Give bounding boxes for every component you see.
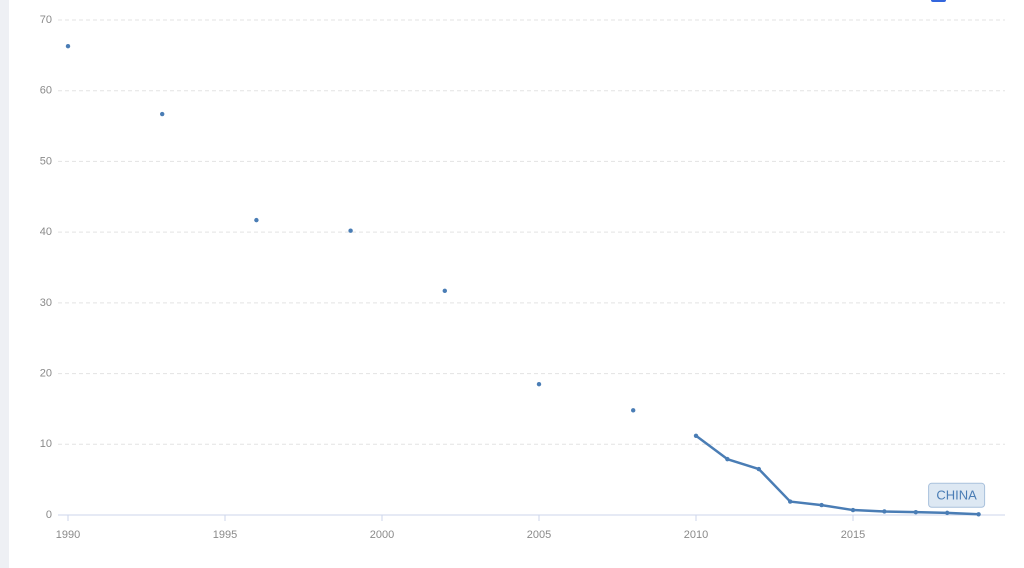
x-tick-label: 1990 <box>56 529 80 541</box>
chart-panel <box>9 0 1024 568</box>
point <box>819 502 824 508</box>
y-tick-label: 60 <box>40 85 52 97</box>
series-label-text: CHINA <box>936 488 977 503</box>
y-tick-label: 50 <box>40 155 52 167</box>
point <box>65 43 71 49</box>
y-tick-label: 40 <box>40 226 52 238</box>
series-label: CHINA <box>928 482 986 508</box>
point <box>945 510 950 516</box>
x-tick-label: 2010 <box>684 529 708 541</box>
point <box>254 217 259 223</box>
y-tick-label: 10 <box>40 438 52 450</box>
x-tick-label: 2000 <box>370 529 394 541</box>
series-label-box <box>928 482 986 508</box>
point <box>850 507 856 513</box>
point <box>725 456 730 462</box>
y-tick-label: 70 <box>40 14 52 26</box>
point <box>756 466 761 472</box>
point <box>882 509 887 514</box>
series-line <box>695 434 979 516</box>
x-tick-label: 1995 <box>213 529 237 541</box>
y-tick-label: 0 <box>46 509 52 521</box>
x-tick-label: 2005 <box>527 529 551 541</box>
point <box>788 499 793 504</box>
legend-icon[interactable] <box>931 0 946 2</box>
y-tick-label: 30 <box>40 297 52 309</box>
point <box>976 512 981 517</box>
point <box>913 509 918 515</box>
point <box>536 381 542 387</box>
y-tick-label: 20 <box>40 367 52 379</box>
point <box>631 408 636 413</box>
point <box>160 111 165 117</box>
point <box>693 433 699 438</box>
x-tick-label: 2015 <box>841 529 865 541</box>
point <box>348 228 353 233</box>
point <box>442 288 447 294</box>
